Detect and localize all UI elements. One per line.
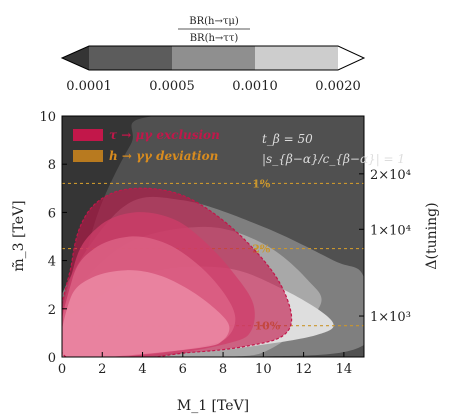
x-tick-label: 14 <box>336 362 353 377</box>
y-tick-label: 6 <box>48 206 56 221</box>
x-tick-label: 12 <box>295 362 312 377</box>
colorbar-segment-3 <box>255 46 338 70</box>
colorbar-lower-extension <box>62 46 89 70</box>
x-tick-label: 10 <box>255 362 272 377</box>
legend-swatch-h-gamma-gamma <box>73 150 103 162</box>
x-tick-label: 4 <box>138 362 146 377</box>
tau-mu-gamma-boundary <box>62 187 293 357</box>
legend-label-h-gamma-gamma: h → γγ deviation <box>109 149 218 163</box>
y2-tick-label: 1×10⁴ <box>370 223 411 238</box>
plot-area: 1%2%10% <box>62 116 364 357</box>
x-tick-label: 2 <box>98 362 106 377</box>
colorbar-segment-2 <box>172 46 255 70</box>
colorbar-level-label: 0.0001 <box>66 79 112 94</box>
y-tick-label: 4 <box>48 255 56 270</box>
colorbar-level-label: 0.0020 <box>315 79 361 94</box>
h-gamma-gamma-region <box>62 270 230 357</box>
tuning-line-label: 1% <box>252 177 271 190</box>
legend: τ → μγ exclusion h → γγ deviation <box>73 128 220 163</box>
x-tick-label: 6 <box>179 362 187 377</box>
y-axis: 0 2 4 6 8 10 <box>39 110 67 366</box>
x-axis-label: M_1 [TeV] <box>177 398 249 414</box>
colorbar-title-denominator: BR(h→ττ) <box>190 33 239 44</box>
annotation-tan-beta: t_β = 50 <box>262 132 313 146</box>
colorbar-level-label: 0.0010 <box>232 79 278 94</box>
colorbar-title-numerator: BR(h→τμ) <box>189 16 239 27</box>
exclusion-regions <box>62 187 293 357</box>
legend-label-tau-mu-gamma: τ → μγ exclusion <box>109 128 220 142</box>
tuning-line-label: 2% <box>252 243 271 256</box>
y-axis-label: m̃_3 [TeV] <box>11 200 27 271</box>
y-tick-label: 10 <box>39 110 56 125</box>
colorbar-upper-extension <box>338 46 364 70</box>
colorbar-outline <box>60 45 366 71</box>
y2-tick-label: 2×10⁴ <box>370 168 411 183</box>
annotation: t_β = 50 |s_{β−α}/c_{β−α}| = 1 <box>262 132 405 166</box>
y2-tick-label: 1×10³ <box>370 310 411 325</box>
x-tick-label: 0 <box>58 362 66 377</box>
annotation-alignment: |s_{β−α}/c_{β−α}| = 1 <box>262 152 405 166</box>
y-tick-label: 2 <box>48 303 56 318</box>
plot-frame <box>61 115 365 358</box>
x-tick-label: 8 <box>219 362 227 377</box>
y-tick-label: 0 <box>48 351 56 366</box>
colorbar-level-label: 0.0005 <box>149 79 195 94</box>
colorbar: BR(h→τμ) BR(h→ττ) 0.0001 0.0005 0.0010 0… <box>60 16 366 94</box>
x-axis: 0 2 4 6 8 10 12 14 <box>58 352 352 377</box>
legend-swatch-tau-mu-gamma <box>73 129 103 141</box>
y-tick-label: 8 <box>48 158 56 173</box>
colorbar-segment-1 <box>89 46 172 70</box>
y2-axis-label: Δ(tuning) <box>424 202 440 269</box>
y2-axis: 2×10⁴ 1×10⁴ 1×10³ <box>359 168 411 325</box>
